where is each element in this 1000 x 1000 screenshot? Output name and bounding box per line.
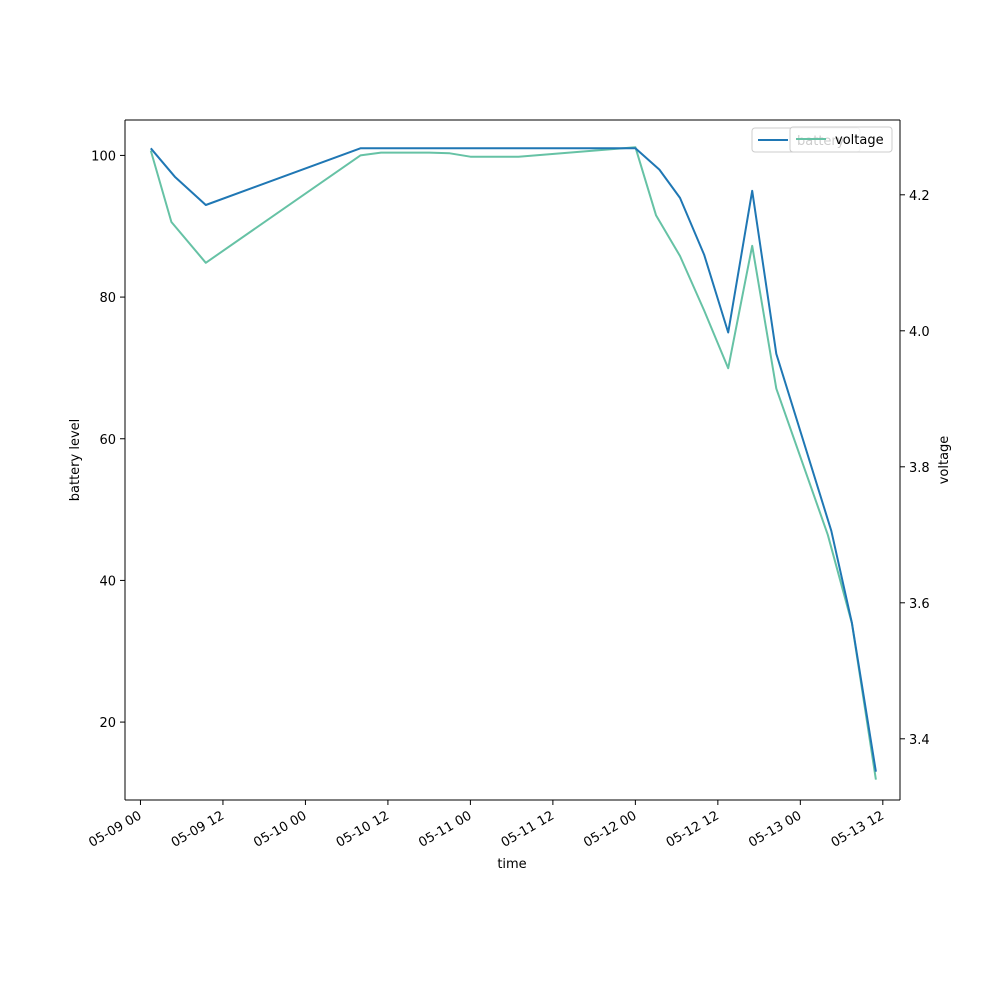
legend-voltage-label: voltage bbox=[835, 133, 884, 148]
y-left-tick-label: 40 bbox=[99, 574, 116, 589]
y-axis-left-title: battery level bbox=[68, 419, 83, 502]
y-right-tick-label: 3.4 bbox=[909, 733, 930, 748]
y-axis-right: 3.4 3.6 3.8 4.0 4.2 bbox=[900, 189, 930, 748]
x-tick-label: 05-13 00 bbox=[746, 808, 804, 850]
y-left-tick-label: 80 bbox=[99, 291, 116, 306]
y-right-tick-label: 4.2 bbox=[909, 189, 930, 204]
legend-voltage: voltage bbox=[789, 126, 893, 153]
x-tick-label: 05-09 00 bbox=[86, 808, 144, 850]
y-left-tick-label: 20 bbox=[99, 716, 116, 731]
axes-frame bbox=[124, 119, 901, 801]
x-axis-title: time bbox=[497, 857, 526, 872]
x-tick-label: 05-09 12 bbox=[169, 808, 227, 850]
x-tick-label: 05-10 00 bbox=[251, 808, 309, 850]
series-line-battery bbox=[150, 147, 877, 772]
y-right-tick-label: 3.6 bbox=[909, 597, 930, 612]
legend-voltage-box bbox=[789, 126, 893, 153]
series-line-voltage bbox=[149, 146, 877, 780]
x-tick-label: 05-11 00 bbox=[416, 808, 474, 850]
x-axis: 05-09 00 05-09 12 05-10 00 05-10 12 05-11 00… bbox=[86, 800, 887, 851]
y-right-tick-label: 4.0 bbox=[909, 325, 930, 340]
x-tick-label: 05-12 12 bbox=[664, 808, 722, 850]
y-left-tick-label: 100 bbox=[91, 149, 116, 164]
x-tick-label: 05-10 12 bbox=[334, 808, 392, 850]
y-axis-right-title: voltage bbox=[937, 436, 952, 485]
x-tick-label: 05-11 12 bbox=[499, 808, 557, 850]
y-left-tick-label: 60 bbox=[99, 433, 116, 448]
x-tick-label: 05-13 12 bbox=[829, 808, 887, 850]
y-axis-left: 20 40 60 80 100 bbox=[91, 149, 125, 731]
series-layer bbox=[149, 146, 877, 780]
plot-area bbox=[125, 120, 900, 800]
x-tick-label: 05-12 00 bbox=[581, 808, 639, 850]
y-right-tick-label: 3.8 bbox=[909, 461, 930, 476]
